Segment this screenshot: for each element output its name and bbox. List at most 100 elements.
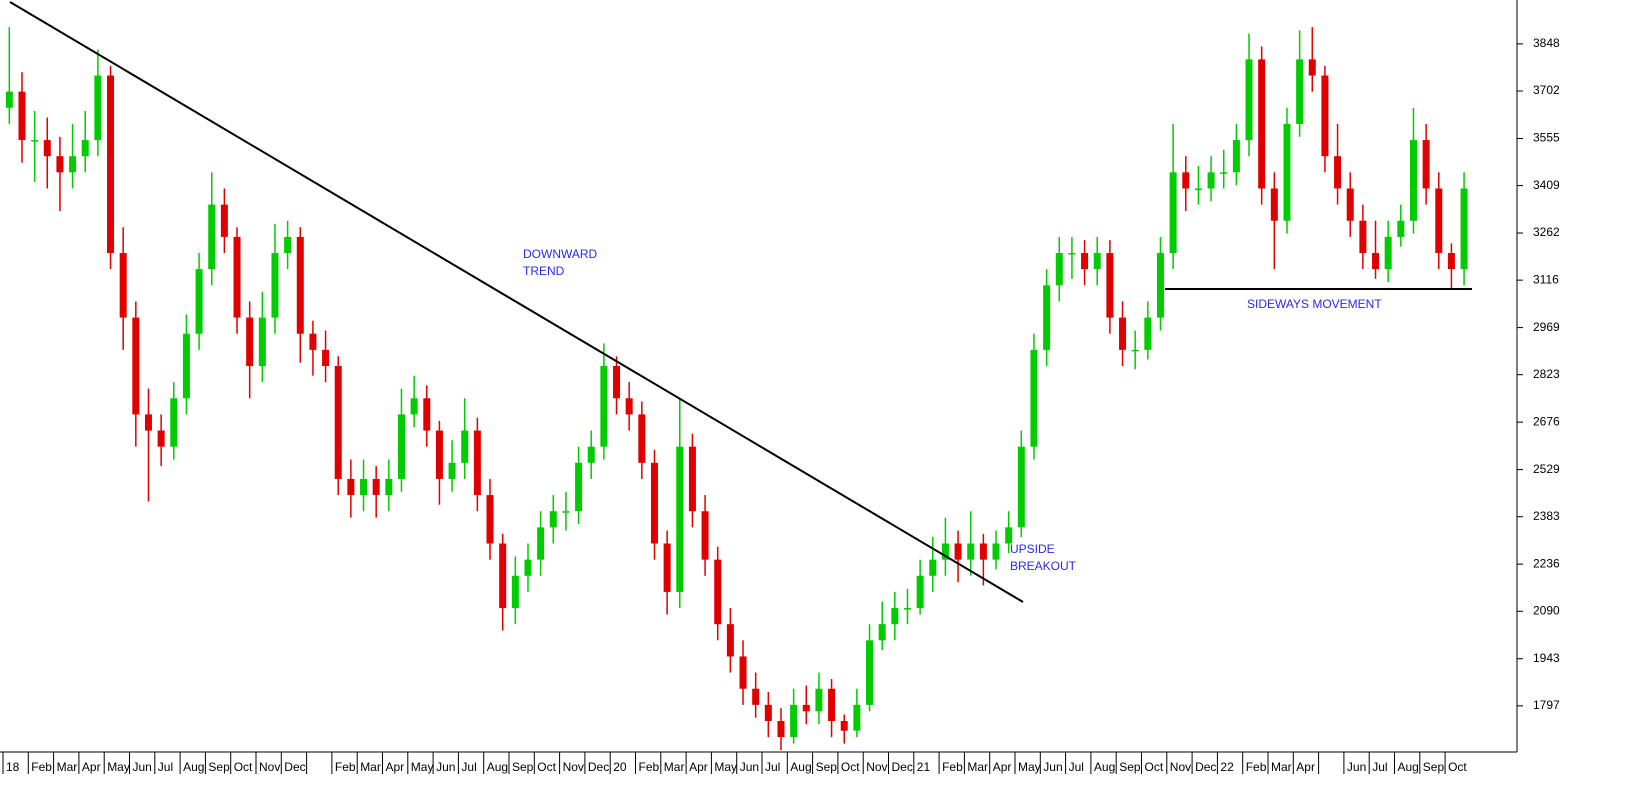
x-tick-label: Nov: [866, 760, 887, 774]
candle-body: [562, 511, 570, 513]
candle-body: [1017, 446, 1025, 528]
candle-body: [81, 140, 89, 157]
x-tick-label: Apr: [993, 760, 1012, 774]
candle-body: [107, 75, 115, 254]
candle-body: [423, 398, 431, 431]
candle-body: [258, 317, 266, 366]
annotation: TREND: [523, 264, 565, 278]
candle-body: [448, 462, 456, 479]
candle-body: [587, 446, 595, 463]
candle-body: [1093, 253, 1101, 270]
x-tick-label: Apr: [82, 760, 101, 774]
x-tick-label: Aug: [790, 760, 811, 774]
candle-body: [473, 430, 481, 496]
candle-body: [1372, 253, 1380, 270]
candle-body: [56, 156, 64, 173]
annotation: DOWNWARD: [523, 247, 598, 261]
x-tick-label: Feb: [31, 760, 52, 774]
candle-body: [752, 688, 760, 705]
candle-body: [461, 430, 469, 463]
candle-body: [69, 156, 77, 173]
candle-body: [347, 478, 355, 496]
candle-body: [385, 478, 393, 496]
candle-body: [360, 478, 368, 496]
candle-body: [1030, 349, 1038, 447]
annotation: UPSIDE: [1010, 542, 1055, 556]
x-tick-label: Mar: [967, 760, 988, 774]
x-tick-label: Jul: [1372, 760, 1387, 774]
candle-body: [802, 704, 810, 712]
x-tick-label: Nov: [563, 760, 584, 774]
candle-body: [714, 559, 722, 625]
x-tick-label: Dec: [284, 760, 305, 774]
candle-body: [891, 608, 899, 625]
candle-body: [410, 398, 418, 415]
candle-body: [1043, 285, 1051, 350]
candle-body: [195, 269, 203, 334]
y-tick-label: 2529: [1533, 462, 1560, 476]
candle-body: [739, 656, 747, 689]
candle-body: [1169, 172, 1177, 254]
candle-body: [777, 721, 785, 738]
candle-body: [94, 75, 102, 141]
candle-body: [511, 575, 519, 609]
y-tick-label: 2823: [1533, 367, 1560, 381]
x-tick-label: Nov: [259, 760, 280, 774]
x-tick-label: Jul: [158, 760, 173, 774]
x-tick-label: Apr: [386, 760, 405, 774]
x-tick-label: Feb: [639, 760, 660, 774]
candle-body: [1156, 253, 1164, 318]
candle-body: [372, 478, 380, 496]
candle-body: [549, 511, 557, 528]
x-tick-label: Mar: [1271, 760, 1292, 774]
x-tick-label: 18: [6, 760, 20, 774]
candle-body: [5, 91, 13, 108]
annotation: BREAKOUT: [1010, 559, 1077, 573]
x-tick-label: Jun: [133, 760, 152, 774]
candle-body: [435, 430, 443, 479]
x-tick-label: Jun: [740, 760, 759, 774]
candle-body: [903, 608, 911, 610]
candle-body: [866, 640, 874, 705]
candle-body: [1005, 527, 1013, 544]
x-tick-label: Oct: [1145, 760, 1164, 774]
candle-body: [499, 543, 507, 609]
y-tick-label: 2090: [1533, 603, 1560, 617]
candle-body: [1422, 140, 1430, 189]
candle-body: [284, 236, 292, 254]
x-tick-label: Sep: [1119, 760, 1141, 774]
candle-body: [1296, 59, 1304, 124]
candle-body: [688, 446, 696, 512]
candle-body: [1220, 172, 1228, 174]
x-tick-label: Jul: [765, 760, 780, 774]
candle-body: [132, 317, 140, 415]
y-tick-label: 1797: [1533, 698, 1560, 712]
x-tick-label: Apr: [1296, 760, 1315, 774]
x-tick-label: Mar: [360, 760, 381, 774]
x-tick-label: May: [1018, 760, 1041, 774]
candle-body: [1182, 172, 1190, 189]
annotation: SIDEWAYS MOVEMENT: [1247, 297, 1382, 311]
x-tick-label: Oct: [1448, 760, 1467, 774]
candle-body: [1435, 188, 1443, 254]
y-tick-label: 3409: [1533, 178, 1560, 192]
candle-body: [1334, 156, 1342, 189]
y-tick-label: 3116: [1533, 272, 1559, 286]
candle-body: [246, 317, 254, 366]
candle-body: [1346, 188, 1354, 221]
candle-body: [1460, 188, 1468, 270]
trend-line: [9, 1, 1024, 603]
x-tick-label: Oct: [841, 760, 860, 774]
candle-body: [220, 204, 228, 237]
y-tick-label: 3555: [1533, 131, 1560, 145]
x-tick-label: 22: [1220, 760, 1234, 774]
candle-body: [650, 462, 658, 544]
candle-body: [397, 414, 405, 479]
candle-body: [182, 333, 190, 399]
candle-body: [853, 704, 861, 731]
candle-body: [524, 559, 532, 576]
candle-body: [119, 253, 127, 318]
x-tick-label: Mar: [664, 760, 685, 774]
candle-body: [764, 704, 772, 722]
candle-body: [157, 430, 165, 447]
